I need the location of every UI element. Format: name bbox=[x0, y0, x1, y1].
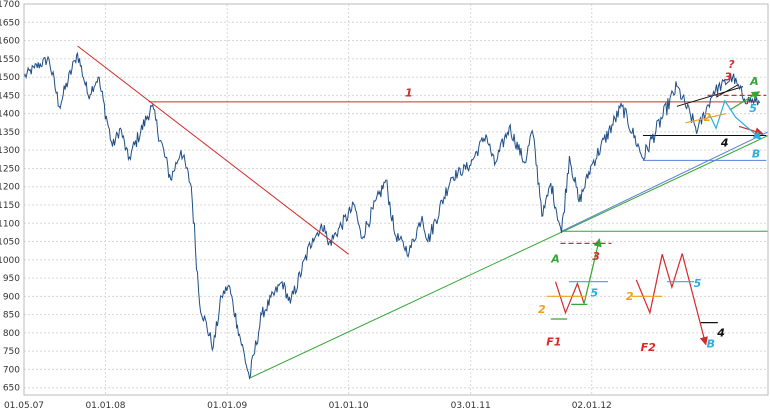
y-tick-label: 1650 bbox=[0, 18, 20, 28]
scenario-path bbox=[681, 253, 708, 346]
annotation-label: 4 bbox=[720, 137, 729, 150]
x-tick-label: 03.01.11 bbox=[451, 401, 491, 411]
green-support-line bbox=[249, 135, 769, 379]
red-downtrend-line bbox=[77, 45, 349, 255]
annotation-label: 3 bbox=[592, 250, 600, 263]
scenario-sketches bbox=[546, 91, 767, 346]
y-tick-label: 1200 bbox=[0, 183, 20, 193]
scenario-path bbox=[554, 281, 585, 315]
x-tick-label: 01.01.10 bbox=[329, 401, 369, 411]
y-tick-label: 1300 bbox=[0, 146, 20, 156]
y-tick-label: 900 bbox=[3, 292, 20, 302]
y-tick-label: 1550 bbox=[0, 55, 20, 65]
black-upper-line bbox=[676, 86, 744, 107]
annotation-label: 2 bbox=[704, 111, 712, 124]
scenario-path bbox=[708, 99, 762, 140]
annotation-label: F1 bbox=[546, 336, 561, 349]
blue-support-line bbox=[561, 131, 769, 232]
annotation-label: 5 bbox=[591, 286, 599, 299]
annotation-label: 5 bbox=[694, 277, 702, 290]
annotation-label: A bbox=[749, 75, 759, 88]
annotation-label: 3 bbox=[724, 71, 732, 84]
annotation-label: A bbox=[550, 253, 560, 266]
y-tick-label: 700 bbox=[3, 365, 20, 375]
series-group bbox=[23, 51, 761, 380]
annotation-label: B bbox=[752, 147, 760, 160]
y-tick-label: 650 bbox=[3, 384, 20, 394]
annotation-label: 2 bbox=[538, 303, 546, 316]
y-tick-label: 1350 bbox=[0, 128, 20, 138]
y-tick-label: 750 bbox=[3, 347, 20, 357]
y-tick-label: 1450 bbox=[0, 91, 20, 101]
grid bbox=[23, 3, 768, 395]
x-tick-label: 01.01.09 bbox=[207, 401, 247, 411]
y-tick-label: 1050 bbox=[0, 238, 20, 248]
x-tick-label: 02.01.12 bbox=[572, 401, 612, 411]
y-tick-label: 1150 bbox=[0, 201, 20, 211]
y-tick-label: 1250 bbox=[0, 164, 20, 174]
y-tick-label: 1600 bbox=[0, 37, 20, 47]
annotation-label: 1 bbox=[405, 86, 413, 99]
scenario-path bbox=[583, 238, 602, 304]
x-tick-label: 01.01.08 bbox=[85, 401, 125, 411]
annotation-label: 5 bbox=[749, 102, 757, 115]
trend-lines bbox=[77, 45, 769, 379]
plot-frame bbox=[23, 3, 769, 396]
scenario-path bbox=[729, 91, 761, 111]
annotation-label: ? bbox=[728, 58, 735, 71]
annotation-label: 2 bbox=[626, 290, 634, 303]
series-line bbox=[23, 51, 761, 380]
y-tick-label: 1000 bbox=[0, 256, 20, 266]
x-tick-label: 01.05.07 bbox=[4, 401, 44, 411]
x-axis: 01.05.07 01.01.08 01.01.09 01.01.10 03.01.11… bbox=[4, 401, 612, 411]
scenario-path bbox=[685, 113, 727, 124]
y-tick-label: 800 bbox=[3, 329, 20, 339]
y-axis: 650 700 750 800 850 900 950 1000 1050 1100 1150 120… bbox=[0, 0, 20, 394]
y-tick-label: 1500 bbox=[0, 73, 20, 83]
annotation-label: 4 bbox=[716, 327, 725, 340]
y-tick-label: 1100 bbox=[0, 219, 20, 229]
scenario-path bbox=[635, 253, 683, 315]
y-tick-label: 1700 bbox=[0, 0, 20, 10]
y-tick-label: 1400 bbox=[0, 110, 20, 120]
y-tick-label: 850 bbox=[3, 311, 20, 321]
annotation-label: B bbox=[707, 337, 715, 350]
annotation-label: F2 bbox=[641, 341, 657, 354]
y-tick-label: 950 bbox=[3, 274, 20, 284]
